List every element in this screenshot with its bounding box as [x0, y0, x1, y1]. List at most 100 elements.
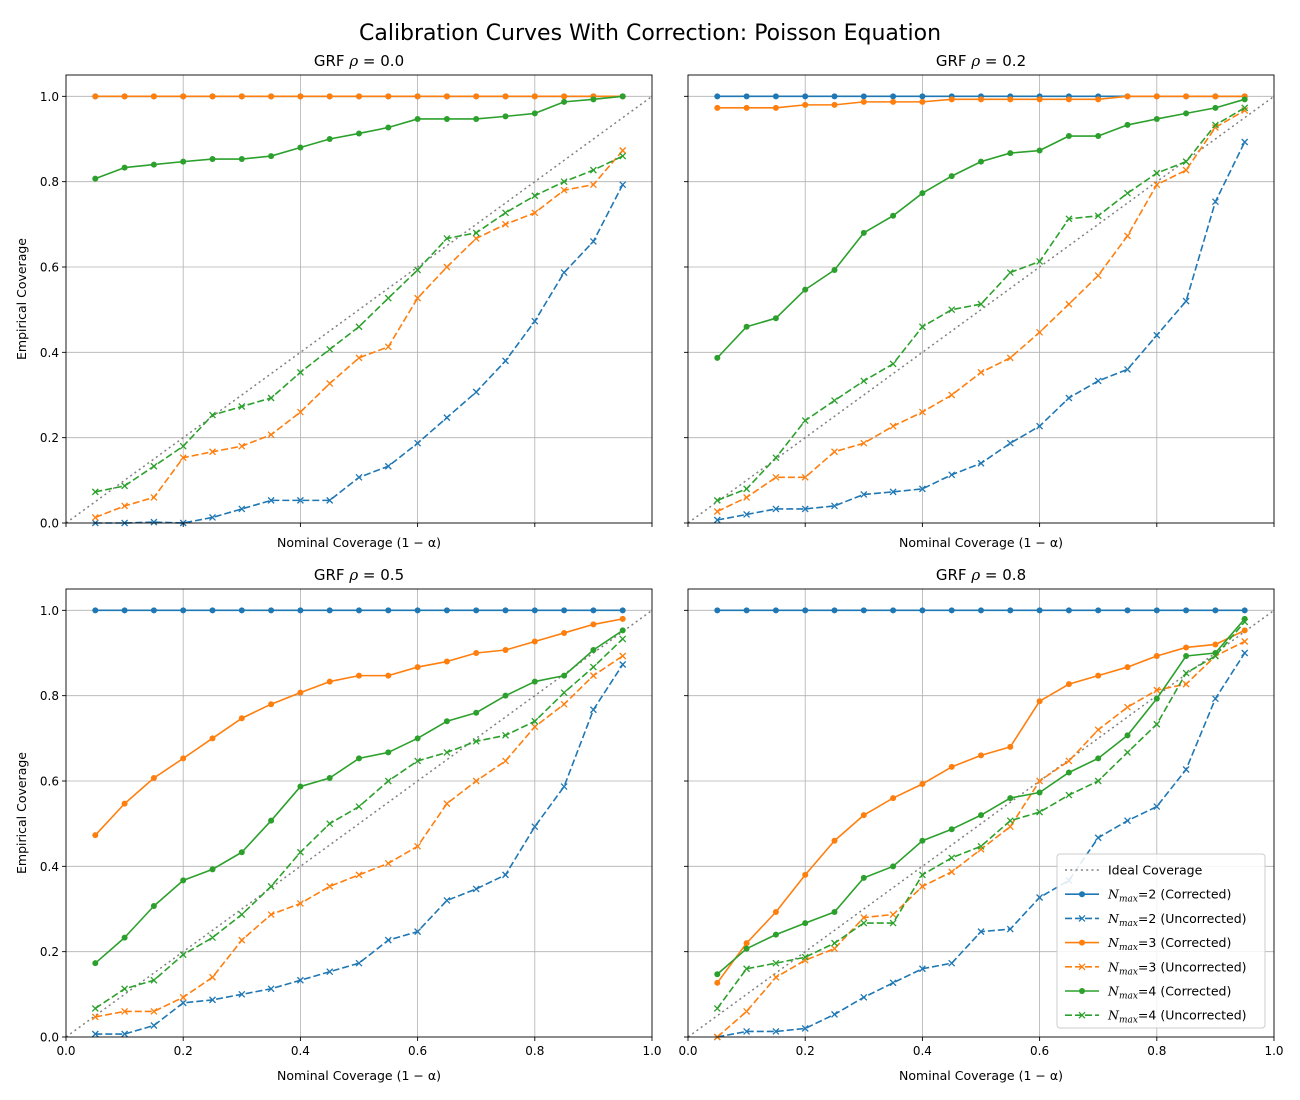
data-point: [619, 181, 627, 189]
data-point: [948, 471, 956, 479]
data-point: [121, 1030, 129, 1038]
legend-marker: [1078, 1011, 1086, 1019]
data-point: [1065, 215, 1073, 223]
data-point: [296, 408, 304, 416]
data-point: [1124, 189, 1131, 197]
data-point: [1036, 422, 1044, 430]
data-point: [1124, 748, 1131, 756]
legend-label-n: N: [1107, 1008, 1120, 1023]
data-point: [443, 658, 450, 665]
data-point: [1065, 96, 1072, 103]
data-point: [92, 832, 99, 839]
y-tick-label: 1.0: [40, 90, 59, 104]
data-point: [356, 130, 362, 137]
data-point: [1036, 96, 1043, 103]
data-point: [326, 496, 334, 504]
data-point: [355, 323, 363, 331]
data-point: [589, 672, 597, 680]
data-point: [1124, 817, 1131, 825]
data-point: [977, 459, 985, 467]
legend-label-suffix: =4 (Uncorrected): [1138, 1008, 1247, 1023]
data-point: [179, 993, 187, 1001]
data-point: [1065, 300, 1073, 308]
data-point: [560, 783, 568, 791]
data-point: [1211, 652, 1219, 660]
data-point: [1094, 272, 1102, 279]
data-point: [743, 945, 750, 952]
data-point: [977, 928, 985, 936]
data-point: [384, 294, 392, 302]
subplot-4: 0.0 0.2 0.4 0.6 0.8 1.0 GRF ρ = 0.8 Nominal Cov…: [678, 566, 1283, 1083]
data-point: [326, 345, 334, 353]
legend-label: Nmax=3 (Corrected): [1107, 935, 1231, 953]
data-point: [384, 462, 392, 470]
legend-label: Nmax=4 (Uncorrected): [1107, 1008, 1247, 1026]
data-point: [384, 777, 392, 785]
data-point: [619, 152, 627, 160]
data-point: [772, 1027, 780, 1035]
data-point: [743, 104, 750, 111]
data-point: [948, 763, 955, 770]
data-point: [743, 93, 750, 100]
data-point: [531, 823, 539, 831]
legend-label: Nmax=4 (Corrected): [1107, 984, 1231, 1002]
data-point: [238, 156, 245, 163]
data-point: [268, 607, 275, 614]
data-point: [589, 706, 597, 714]
data-point: [414, 757, 422, 765]
legend-marker: [1078, 963, 1086, 971]
y-tick-label: 0.8: [40, 689, 59, 703]
data-point: [714, 607, 721, 614]
data-point: [180, 158, 187, 165]
data-point: [1212, 607, 1219, 614]
data-point: [209, 411, 216, 419]
data-point: [1241, 649, 1249, 657]
series-line: [95, 95, 623, 180]
data-point: [831, 607, 838, 614]
data-point: [772, 931, 779, 938]
data-point: [268, 153, 275, 160]
data-point: [590, 647, 597, 654]
data-point: [356, 93, 362, 100]
legend-frame: [1056, 853, 1266, 1029]
data-point: [772, 315, 779, 322]
data-point: [619, 147, 627, 154]
data-point: [414, 842, 422, 850]
data-point: [209, 934, 216, 942]
subplot-title-rho: ρ: [348, 52, 358, 70]
data-point: [831, 939, 838, 947]
figure-title: Calibration Curves With Correction: Pois…: [359, 21, 941, 46]
data-point: [1006, 817, 1014, 825]
data-point: [414, 664, 421, 671]
y-tick-label: 1.0: [40, 604, 59, 618]
data-point: [150, 462, 158, 470]
subplot-title-value: = 0.8: [980, 566, 1026, 584]
legend-label-sub: max: [1119, 992, 1138, 1002]
data-point: [1006, 925, 1014, 933]
subplot-title-prefix: GRF: [314, 566, 349, 584]
data-point: [472, 737, 480, 745]
data-point: [238, 505, 246, 513]
data-point: [714, 104, 721, 111]
data-point: [713, 516, 721, 524]
x-tick-label: 0.2: [796, 1044, 815, 1058]
data-point: [150, 518, 158, 526]
subplot-title: GRF ρ = 0.8: [936, 566, 1026, 584]
data-point: [297, 689, 304, 696]
data-point: [1095, 607, 1102, 614]
data-point: [150, 607, 157, 614]
data-point: [1241, 96, 1248, 103]
legend-label: Nmax=2 (Uncorrected): [1107, 911, 1247, 929]
data-point: [831, 945, 838, 953]
data-point: [443, 93, 450, 100]
data-point: [619, 635, 627, 643]
subplot-title: GRF ρ = 0.5: [314, 566, 404, 584]
data-point: [1182, 166, 1190, 174]
data-point: [121, 502, 129, 510]
data-point: [743, 940, 750, 947]
data-point: [1153, 331, 1161, 339]
data-point: [297, 783, 304, 790]
data-point: [326, 968, 334, 976]
y-tick-label: 0.0: [40, 1031, 59, 1045]
data-point: [384, 936, 392, 944]
